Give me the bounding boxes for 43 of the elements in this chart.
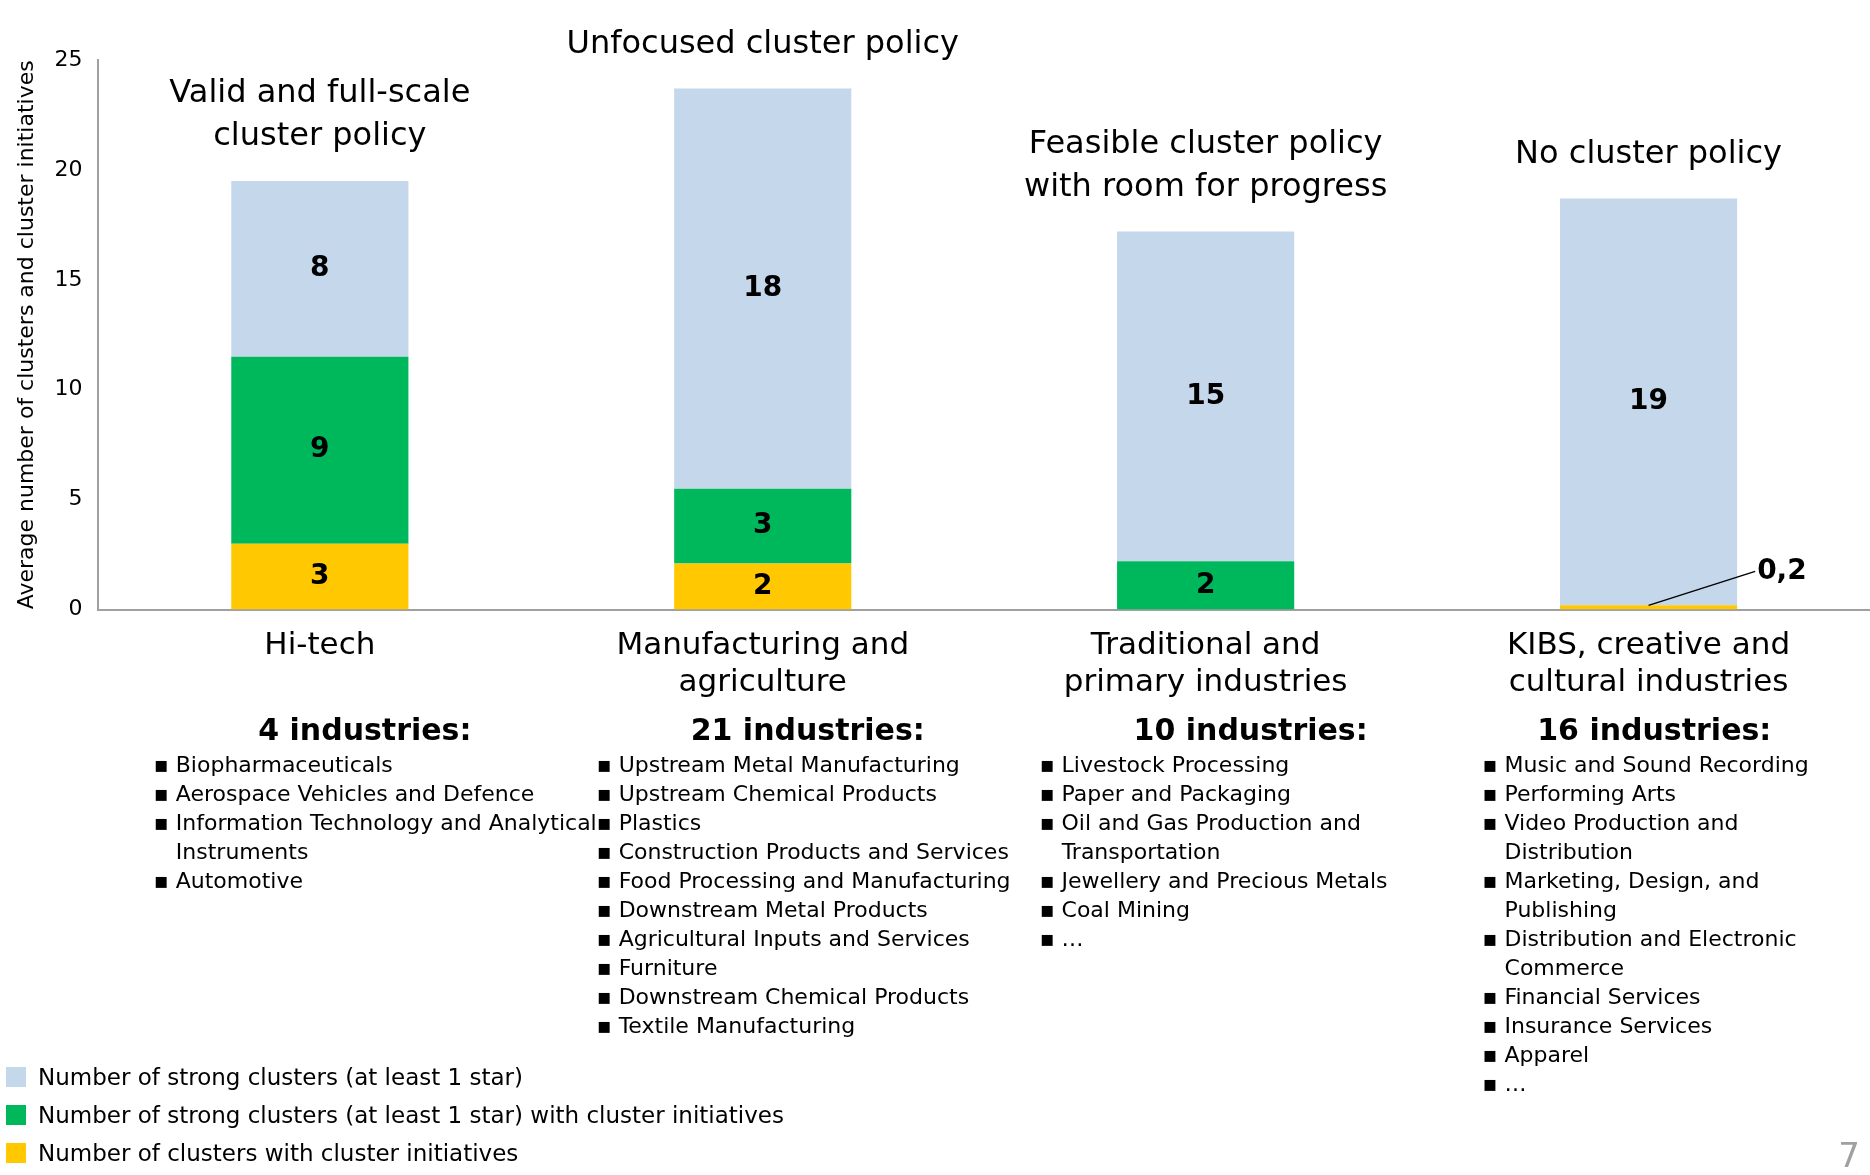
bar: [674, 88, 852, 489]
data-label: 8: [310, 250, 330, 284]
bar: [1559, 198, 1738, 606]
data-label: 18: [743, 269, 783, 303]
x-tick-label: Hi-tech: [264, 625, 376, 662]
text: 21 industries: ▪ Upstream Metal Manufacturing ▪ Upstream Chemical Products ▪ Plastics ▪ Construction Products and Services ▪ Food Processing and Manufacturing ▪ Downstream Metal Products ▪ Agricultural Inputs and Services ▪ Furniture ▪ Downstream Chemical Products ▪ Textile Manufacturing: [596, 712, 1011, 1038]
annotation: Feasible cluster policy with room for progress: [1023, 122, 1388, 204]
x-tick-label: Manufacturing and agriculture: [616, 625, 910, 699]
bar: [674, 563, 852, 610]
data-label: 3: [310, 557, 330, 591]
bar: [1117, 231, 1295, 562]
data-label: 19: [1629, 383, 1669, 417]
x-tick-label: KIBS, creative and cultural industries: [1506, 625, 1791, 699]
bar: [674, 488, 852, 564]
y-tick-label: 25: [54, 45, 83, 71]
data-label: 15: [1186, 377, 1226, 411]
legend-label: Number of strong clusters (at least 1 star): [38, 1063, 524, 1092]
annotation: Valid and full-scale cluster policy: [169, 72, 471, 154]
text: 10 industries: ▪ Livestock Processing ▪ Paper and Packaging ▪ Oil and Gas Production and Transportation ▪ Jewellery and Precious Metals ▪ Coal Mining ▪ …: [1038, 712, 1389, 951]
text: 7: [1838, 1135, 1860, 1175]
data-label: 0,2: [1757, 552, 1807, 586]
y-tick-label: 5: [68, 485, 83, 511]
bar: [231, 543, 409, 610]
data-label: 3: [753, 507, 773, 541]
annotation: No cluster policy: [1515, 132, 1782, 171]
data-label: 9: [310, 431, 330, 465]
y-tick-label: 10: [54, 375, 83, 401]
y-tick-label: 15: [54, 265, 83, 291]
y-tick-label: 20: [54, 155, 83, 181]
text: 4 industries: ▪ Biopharmaceuticals ▪ Aerospace Vehicles and Defence ▪ Information Technology and Analytical Instruments ▪ Automotive: [152, 712, 598, 893]
legend-label: Number of clusters with cluster initiatives: [38, 1139, 519, 1168]
annotation: Unfocused cluster policy: [566, 22, 959, 61]
x-tick-label: Traditional and primary industries: [1063, 625, 1348, 699]
y-axis-title: Average number of clusters and cluster initiatives: [12, 60, 38, 610]
legend-label: Number of strong clusters (at least 1 star) with cluster initiatives: [38, 1101, 784, 1130]
bar: [1559, 605, 1738, 610]
data-label: 2: [1195, 566, 1216, 600]
bar: [231, 356, 409, 544]
y-tick-label: 0: [68, 595, 83, 621]
bar: [231, 180, 409, 357]
text: 16 industries: ▪ Music and Sound Recording ▪ Performing Arts ▪ Video Production and Distribution ▪ Marketing, Design, and Publishing ▪ Distribution and Electronic Commerce ▪ Financial Services ▪ Insurance Services ▪ Apparel ▪ …: [1482, 712, 1809, 1096]
bar: [1117, 561, 1295, 610]
data-label: 2: [753, 567, 773, 601]
